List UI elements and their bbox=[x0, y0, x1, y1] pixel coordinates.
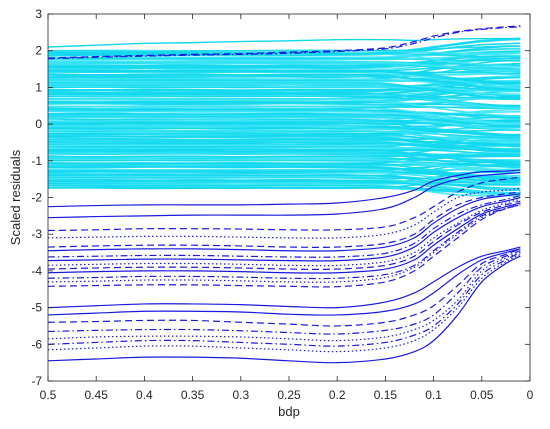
normal-residual-line bbox=[47, 83, 521, 91]
outlier-residual-line bbox=[47, 176, 521, 232]
normal-residual-line bbox=[47, 121, 521, 136]
x-tick-label: 0.05 bbox=[470, 388, 494, 402]
normal-residual-line bbox=[47, 136, 521, 153]
outlier-residual-line bbox=[47, 246, 521, 309]
outlier-residual-line bbox=[47, 187, 521, 239]
normal-residual-line bbox=[47, 97, 521, 101]
x-axis-ticks: 0.5 0.45 0.4 0.35 0.3 0.25 0.2 0.15 0.1 0.05 0 bbox=[40, 14, 534, 402]
normal-residual-line bbox=[47, 129, 521, 144]
normal-residual-line bbox=[47, 108, 521, 120]
outlier-residual-line bbox=[47, 250, 521, 335]
normal-residual-line bbox=[47, 108, 521, 122]
normal-residual-line bbox=[47, 69, 521, 84]
normal-residual-line bbox=[47, 148, 521, 165]
normal-residual-line bbox=[47, 164, 521, 182]
x-tick-label: 0.35 bbox=[181, 388, 205, 402]
normal-residual-line bbox=[47, 110, 521, 119]
outlier-residual-line bbox=[47, 196, 521, 262]
normal-residual-line bbox=[47, 168, 521, 172]
x-tick-label: 0.1 bbox=[425, 388, 442, 402]
normal-residual-line bbox=[47, 109, 521, 125]
outlier-residual-line bbox=[47, 204, 521, 283]
normal-residual-line bbox=[47, 85, 521, 96]
outlier-residual-line bbox=[47, 191, 521, 248]
y-tick-label: -7 bbox=[31, 374, 42, 388]
normal-residual-line bbox=[47, 118, 521, 131]
x-tick-label: 0 bbox=[527, 388, 534, 402]
normal-residual-line bbox=[47, 132, 521, 148]
outlier-residual-line bbox=[47, 202, 521, 274]
x-tick-label: 0.25 bbox=[277, 388, 301, 402]
x-tick-label: 0.45 bbox=[85, 388, 109, 402]
y-tick-label: 2 bbox=[35, 44, 42, 58]
outlier-residual-line bbox=[47, 204, 521, 288]
normal-residual-line bbox=[47, 92, 521, 107]
y-axis-ticks: -7 -6 -5 -4 -3 -2 -1 0 1 2 3 bbox=[31, 7, 530, 388]
y-tick-label: 1 bbox=[35, 80, 42, 94]
normal-residual-line bbox=[47, 98, 521, 117]
normal-residual-line bbox=[47, 77, 521, 89]
normal-residual-line bbox=[47, 73, 521, 91]
outlier-residual-line bbox=[47, 204, 521, 280]
outlier-residual-line bbox=[47, 255, 521, 364]
outlier-residual-line bbox=[47, 195, 521, 258]
outlier-residual-line bbox=[47, 171, 521, 219]
outlier-residual-line bbox=[47, 198, 521, 267]
x-tick-label: 0.3 bbox=[232, 388, 249, 402]
outlier-residual-line bbox=[47, 169, 521, 208]
outlier-residual-line bbox=[47, 248, 521, 327]
normal-residual-line bbox=[47, 37, 521, 48]
y-tick-label: -1 bbox=[31, 154, 42, 168]
y-tick-label: -2 bbox=[31, 191, 42, 205]
y-tick-label: -6 bbox=[31, 337, 42, 351]
outlier-residual-line bbox=[47, 193, 521, 252]
outlier-residual-line bbox=[47, 26, 521, 60]
outlier-residual-line bbox=[47, 200, 521, 270]
normal-residual-line bbox=[47, 158, 521, 173]
x-tick-label: 0.5 bbox=[40, 388, 57, 402]
normal-residual-line bbox=[47, 51, 521, 59]
normal-residual-line bbox=[47, 181, 521, 186]
y-tick-label: -5 bbox=[31, 301, 42, 315]
y-tick-label: 3 bbox=[35, 7, 42, 21]
x-axis-label: bdp bbox=[278, 404, 300, 419]
y-tick-label: 0 bbox=[35, 117, 42, 131]
normal-residual-line bbox=[47, 178, 521, 190]
normal-residual-line bbox=[47, 71, 521, 87]
normal-lines-group bbox=[47, 37, 521, 197]
outlier-residual-line bbox=[47, 25, 521, 59]
x-tick-label: 0.2 bbox=[329, 388, 346, 402]
x-tick-label: 0.15 bbox=[374, 388, 398, 402]
x-tick-label: 0.4 bbox=[136, 388, 153, 402]
normal-residual-line bbox=[47, 135, 521, 151]
normal-residual-line bbox=[47, 60, 521, 72]
y-axis-label: Scaled residuals bbox=[8, 149, 23, 245]
outlier-residual-line bbox=[47, 253, 521, 353]
normal-residual-line bbox=[47, 174, 521, 192]
normal-residual-line bbox=[47, 88, 521, 92]
outlier-lines-group bbox=[47, 25, 521, 364]
outlier-residual-line bbox=[47, 248, 521, 316]
outlier-residual-line bbox=[47, 251, 521, 342]
y-tick-label: -3 bbox=[31, 227, 42, 241]
normal-residual-line bbox=[47, 82, 521, 93]
y-tick-label: -4 bbox=[31, 264, 42, 278]
outlier-residual-line bbox=[47, 252, 521, 347]
